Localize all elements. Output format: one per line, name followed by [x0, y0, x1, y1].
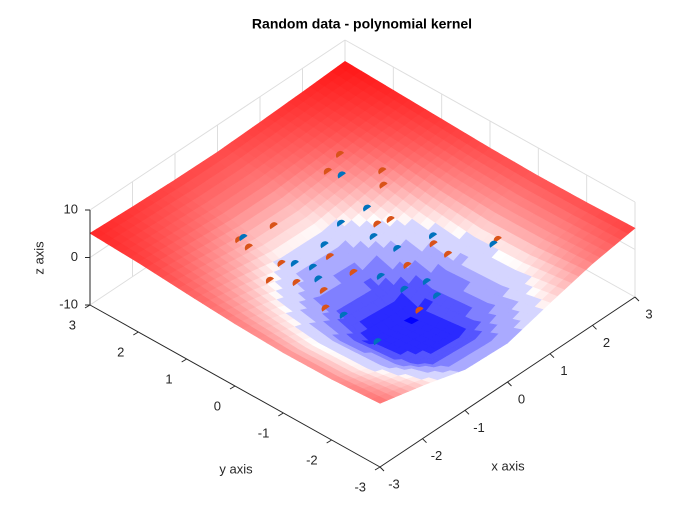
data-point [369, 233, 378, 241]
data-point [292, 279, 301, 287]
y-tick-label: -2 [306, 452, 318, 467]
data-point [290, 260, 299, 268]
data-point [277, 260, 286, 268]
data-point [244, 243, 253, 251]
data-point [323, 167, 332, 175]
data-point [239, 234, 248, 242]
data-point [428, 232, 438, 240]
y-tick-label: 1 [165, 371, 172, 386]
data-point [433, 292, 442, 300]
data-point [379, 181, 388, 189]
data-point [321, 304, 330, 312]
z-axis-label: z axis [31, 241, 46, 275]
data-point [325, 253, 335, 261]
x-tick [507, 381, 512, 387]
data-point [335, 151, 345, 159]
x-tick-label: 0 [518, 391, 525, 406]
chart-title: Random data - polynomial kernel [252, 16, 472, 32]
y-tick [133, 331, 139, 336]
data-point [376, 272, 385, 280]
data-point [336, 219, 346, 227]
x-tick [422, 438, 427, 444]
x-tick [634, 296, 640, 302]
data-point [415, 306, 424, 314]
data-point [308, 263, 318, 271]
data-point [337, 171, 346, 179]
y-tick [326, 439, 332, 444]
grid-line [89, 39, 346, 211]
y-tick [229, 385, 236, 390]
data-point [319, 287, 328, 295]
y-tick [374, 466, 381, 471]
x-tick [592, 324, 597, 330]
data-point [378, 167, 387, 175]
z-tick-label: 10 [64, 201, 78, 216]
y-axis-label: y axis [219, 461, 253, 476]
data-point [422, 278, 431, 286]
data-point [339, 311, 348, 319]
z-tick-label: 0 [71, 249, 78, 264]
x-tick [549, 353, 555, 359]
data-point [349, 268, 358, 276]
x-axis-label: x axis [491, 458, 525, 473]
data-point [373, 220, 382, 228]
x-tick-label: -2 [431, 448, 443, 463]
data-point [429, 240, 438, 248]
x-tick [379, 466, 385, 472]
data-point [373, 338, 382, 346]
data-point [363, 204, 372, 212]
data-point [403, 261, 412, 269]
z-tick-label: -10 [59, 296, 78, 311]
data-point [314, 275, 323, 283]
data-point [400, 285, 409, 293]
data-point [489, 240, 498, 248]
data-point [444, 250, 453, 258]
x-tick-label: 3 [645, 306, 652, 321]
y-tick [278, 412, 284, 417]
data-point [386, 216, 395, 224]
surface-patch [371, 396, 388, 404]
y-tick [181, 358, 187, 363]
x-tick-label: -1 [473, 420, 485, 435]
x-tick-label: -3 [388, 476, 400, 491]
data-point [320, 241, 329, 249]
y-tick-label: -3 [354, 479, 366, 494]
x-tick-label: 2 [603, 335, 610, 350]
y-tick-label: 3 [69, 317, 76, 332]
grid-line [344, 39, 636, 203]
x-tick [464, 409, 470, 415]
y-tick-label: 0 [214, 398, 221, 413]
data-point [265, 276, 275, 284]
data-point [269, 222, 278, 230]
data-point [393, 245, 402, 253]
y-tick-label: -1 [258, 425, 270, 440]
x-tick-label: 1 [560, 363, 567, 378]
y-tick-label: 2 [117, 344, 124, 359]
